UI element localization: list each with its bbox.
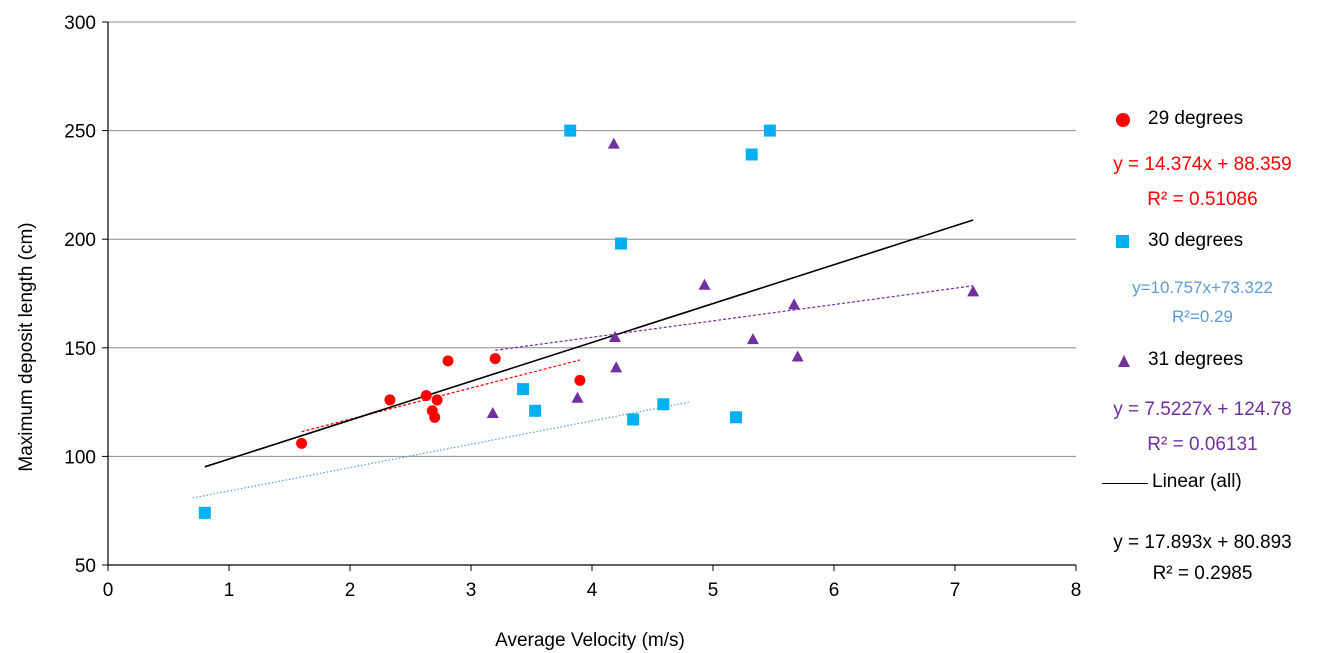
- y-tick-label: 50: [75, 556, 96, 577]
- x-tick-label: 2: [345, 580, 356, 601]
- r2-29-degrees: R² = 0.51086: [1147, 189, 1258, 210]
- x-tick-label: 0: [103, 580, 114, 601]
- line-icon: [1102, 483, 1148, 484]
- point-square: [615, 237, 628, 250]
- x-tick-label: 1: [224, 580, 235, 601]
- x-tick-label: 3: [466, 580, 477, 601]
- y-axis-title: Maximum deposit length (cm): [16, 222, 37, 471]
- point-triangle: [698, 278, 711, 290]
- legend-item-30-degrees: 30 degrees: [1080, 230, 1325, 256]
- point-triangle: [571, 391, 584, 403]
- point-triangle: [746, 333, 759, 345]
- point-triangle: [791, 350, 804, 362]
- legend-label: Linear (all): [1152, 471, 1242, 492]
- r2-all: R² = 0.2985: [1152, 563, 1253, 584]
- x-tick-label: 7: [950, 580, 961, 601]
- square-icon: [1116, 235, 1129, 248]
- equation-29-degrees: y = 14.374x + 88.359: [1113, 154, 1292, 175]
- legend-label: 29 degrees: [1148, 108, 1244, 129]
- point-square: [517, 383, 530, 396]
- equation-all: y = 17.893x + 80.893: [1113, 532, 1292, 553]
- triangle-icon: [1118, 355, 1130, 367]
- y-tick-label: 150: [64, 339, 96, 360]
- point-triangle: [486, 406, 499, 418]
- point-square: [564, 124, 577, 137]
- point-triangle: [607, 137, 620, 149]
- legend-item-linear-all: Linear (all): [1080, 471, 1325, 497]
- point-square: [657, 398, 670, 411]
- point-square: [729, 411, 742, 424]
- trendlines: [192, 219, 974, 499]
- legend-label: 30 degrees: [1148, 230, 1244, 251]
- trendline-linear-all: [204, 219, 974, 468]
- y-tick-label: 300: [64, 13, 96, 34]
- x-tick-label: 6: [829, 580, 840, 601]
- point-circle: [431, 394, 443, 406]
- y-tick-label: 250: [64, 122, 96, 143]
- circle-icon: [1116, 113, 1130, 127]
- legend-item-29-degrees: 29 degrees: [1080, 108, 1325, 134]
- point-triangle: [610, 361, 623, 373]
- x-tick-label: 5: [708, 580, 719, 601]
- x-axis-title: Average Velocity (m/s): [495, 630, 685, 651]
- point-square: [198, 506, 211, 519]
- legend-item-31-degrees: 31 degrees: [1080, 349, 1325, 375]
- point-circle: [489, 353, 501, 365]
- trendline-31-degrees: [495, 285, 974, 351]
- equation-30-degrees: y=10.757x+73.322: [1132, 278, 1273, 297]
- y-tick-label: 200: [64, 230, 96, 251]
- point-circle: [429, 411, 441, 423]
- gridlines: [108, 21, 1076, 457]
- trendline-30-degrees: [192, 401, 689, 499]
- point-square: [745, 148, 758, 161]
- point-triangle: [967, 285, 980, 297]
- point-square: [763, 124, 776, 137]
- r2-31-degrees: R² = 0.06131: [1147, 434, 1258, 455]
- tick-labels: 50 100 150 200 250 300 0 1 2 3 4 5 6 7 8: [64, 13, 1081, 601]
- r2-30-degrees: R²=0.29: [1172, 307, 1233, 326]
- x-tick-label: 4: [587, 580, 598, 601]
- legend-label: 31 degrees: [1148, 349, 1244, 370]
- point-circle: [384, 394, 396, 406]
- point-square: [529, 404, 542, 417]
- point-circle: [420, 390, 432, 402]
- data-points: [198, 124, 980, 519]
- point-triangle: [788, 298, 801, 310]
- trendline-29-degrees: [301, 359, 581, 433]
- point-square: [627, 413, 640, 426]
- axes: [102, 21, 1077, 571]
- point-circle: [442, 355, 454, 367]
- x-tick-label: 8: [1071, 580, 1082, 601]
- y-tick-label: 100: [64, 447, 96, 468]
- point-circle: [574, 374, 586, 386]
- equation-31-degrees: y = 7.5227x + 124.78: [1113, 399, 1292, 420]
- point-triangle: [608, 330, 621, 342]
- point-circle: [296, 437, 308, 449]
